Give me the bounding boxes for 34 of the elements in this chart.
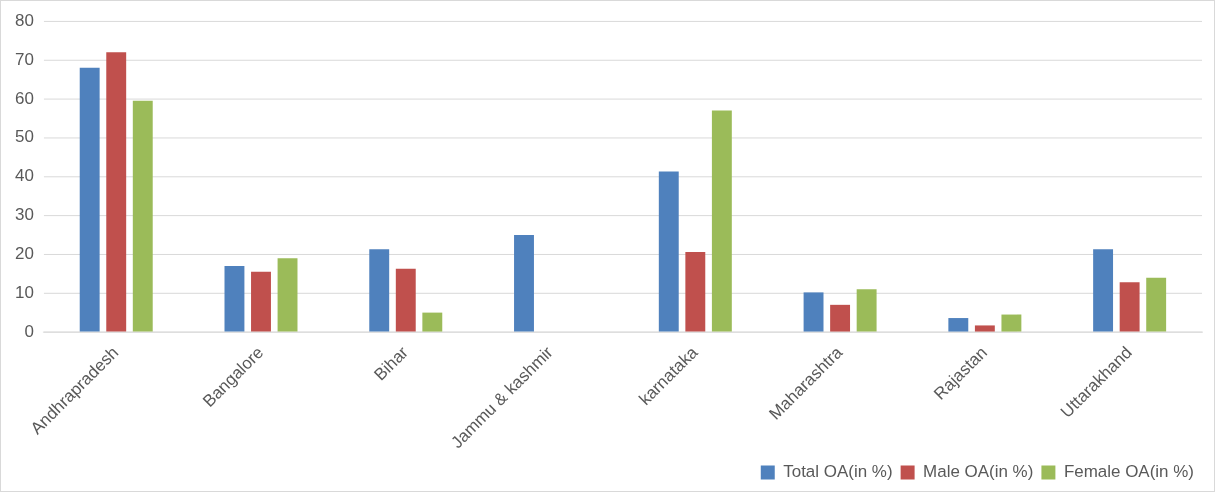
bar — [369, 249, 390, 332]
bar — [1146, 277, 1167, 332]
bar — [974, 325, 995, 332]
bar — [1093, 249, 1114, 332]
bar — [1119, 282, 1140, 332]
bar — [658, 171, 679, 332]
bar — [79, 67, 100, 332]
y-tick-label: 20 — [14, 244, 34, 263]
y-tick-label: 0 — [24, 321, 34, 341]
bar — [395, 268, 416, 332]
legend-label: Total OA(in %) — [783, 462, 893, 482]
bar — [224, 265, 245, 332]
bar — [1001, 314, 1022, 332]
y-tick-label: 70 — [14, 49, 34, 69]
y-tick-label: 40 — [14, 166, 34, 186]
y-tick-label: 10 — [14, 282, 34, 302]
bar — [132, 100, 153, 332]
bar — [514, 234, 534, 332]
y-tick-label: 50 — [14, 127, 34, 147]
bar — [685, 251, 706, 332]
bar — [422, 312, 443, 332]
y-tick-label: 80 — [14, 10, 34, 30]
bar — [251, 271, 271, 332]
bar — [277, 258, 298, 332]
bar — [803, 292, 824, 332]
bar — [830, 304, 851, 332]
legend-label: Female OA(in %) — [1063, 462, 1194, 482]
bar — [948, 318, 969, 332]
y-tick-label: 60 — [14, 88, 34, 108]
bar — [711, 110, 732, 332]
bar — [856, 289, 877, 332]
bar — [106, 52, 127, 332]
legend-label: Male OA(in %) — [923, 462, 1034, 482]
y-tick-label: 30 — [14, 205, 34, 225]
